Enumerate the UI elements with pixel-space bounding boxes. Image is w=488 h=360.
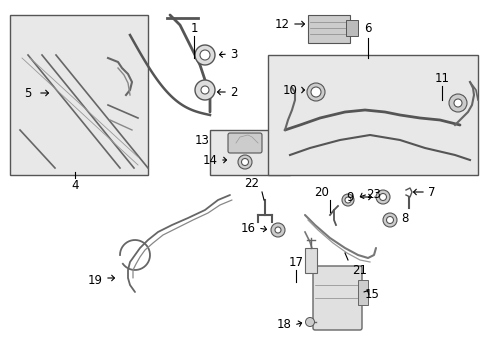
Bar — [346, 20, 357, 36]
Text: 13: 13 — [194, 134, 209, 147]
Text: 2: 2 — [230, 86, 237, 99]
Circle shape — [341, 194, 353, 206]
Text: 21: 21 — [352, 264, 367, 276]
Text: 18: 18 — [276, 319, 291, 332]
Text: 16: 16 — [240, 221, 255, 234]
Text: 3: 3 — [230, 48, 237, 60]
Bar — [10, 15, 148, 175]
Bar — [209, 130, 289, 175]
Circle shape — [453, 99, 461, 107]
Circle shape — [270, 223, 285, 237]
Text: 17: 17 — [288, 256, 303, 269]
Circle shape — [448, 94, 466, 112]
Circle shape — [195, 45, 215, 65]
Text: 7: 7 — [427, 185, 435, 198]
Text: 19: 19 — [87, 274, 102, 287]
Circle shape — [382, 213, 396, 227]
Circle shape — [241, 158, 248, 166]
Text: 14: 14 — [202, 153, 217, 166]
Text: 23: 23 — [366, 188, 381, 201]
Circle shape — [274, 227, 281, 233]
Circle shape — [305, 318, 314, 327]
Circle shape — [195, 80, 215, 100]
FancyBboxPatch shape — [312, 266, 361, 330]
Text: 15: 15 — [364, 288, 379, 301]
Circle shape — [375, 190, 389, 204]
Text: 10: 10 — [282, 84, 297, 96]
Text: 6: 6 — [364, 22, 371, 35]
Circle shape — [386, 216, 393, 224]
FancyBboxPatch shape — [227, 133, 262, 153]
Text: 8: 8 — [401, 212, 408, 225]
Text: 9: 9 — [346, 190, 353, 203]
Text: 11: 11 — [434, 72, 448, 85]
Bar — [267, 55, 477, 175]
Circle shape — [345, 197, 350, 203]
Text: 22: 22 — [244, 176, 259, 189]
Bar — [357, 280, 367, 305]
Circle shape — [200, 50, 209, 60]
Bar — [305, 248, 316, 273]
Text: 1: 1 — [190, 22, 197, 35]
Circle shape — [379, 194, 386, 201]
Circle shape — [310, 87, 320, 97]
Text: 5: 5 — [24, 86, 32, 99]
Text: 20: 20 — [314, 185, 329, 198]
Text: 12: 12 — [274, 18, 289, 31]
Circle shape — [306, 83, 325, 101]
Circle shape — [238, 155, 251, 169]
Text: 4: 4 — [71, 179, 79, 192]
Circle shape — [201, 86, 208, 94]
Bar — [307, 15, 349, 43]
